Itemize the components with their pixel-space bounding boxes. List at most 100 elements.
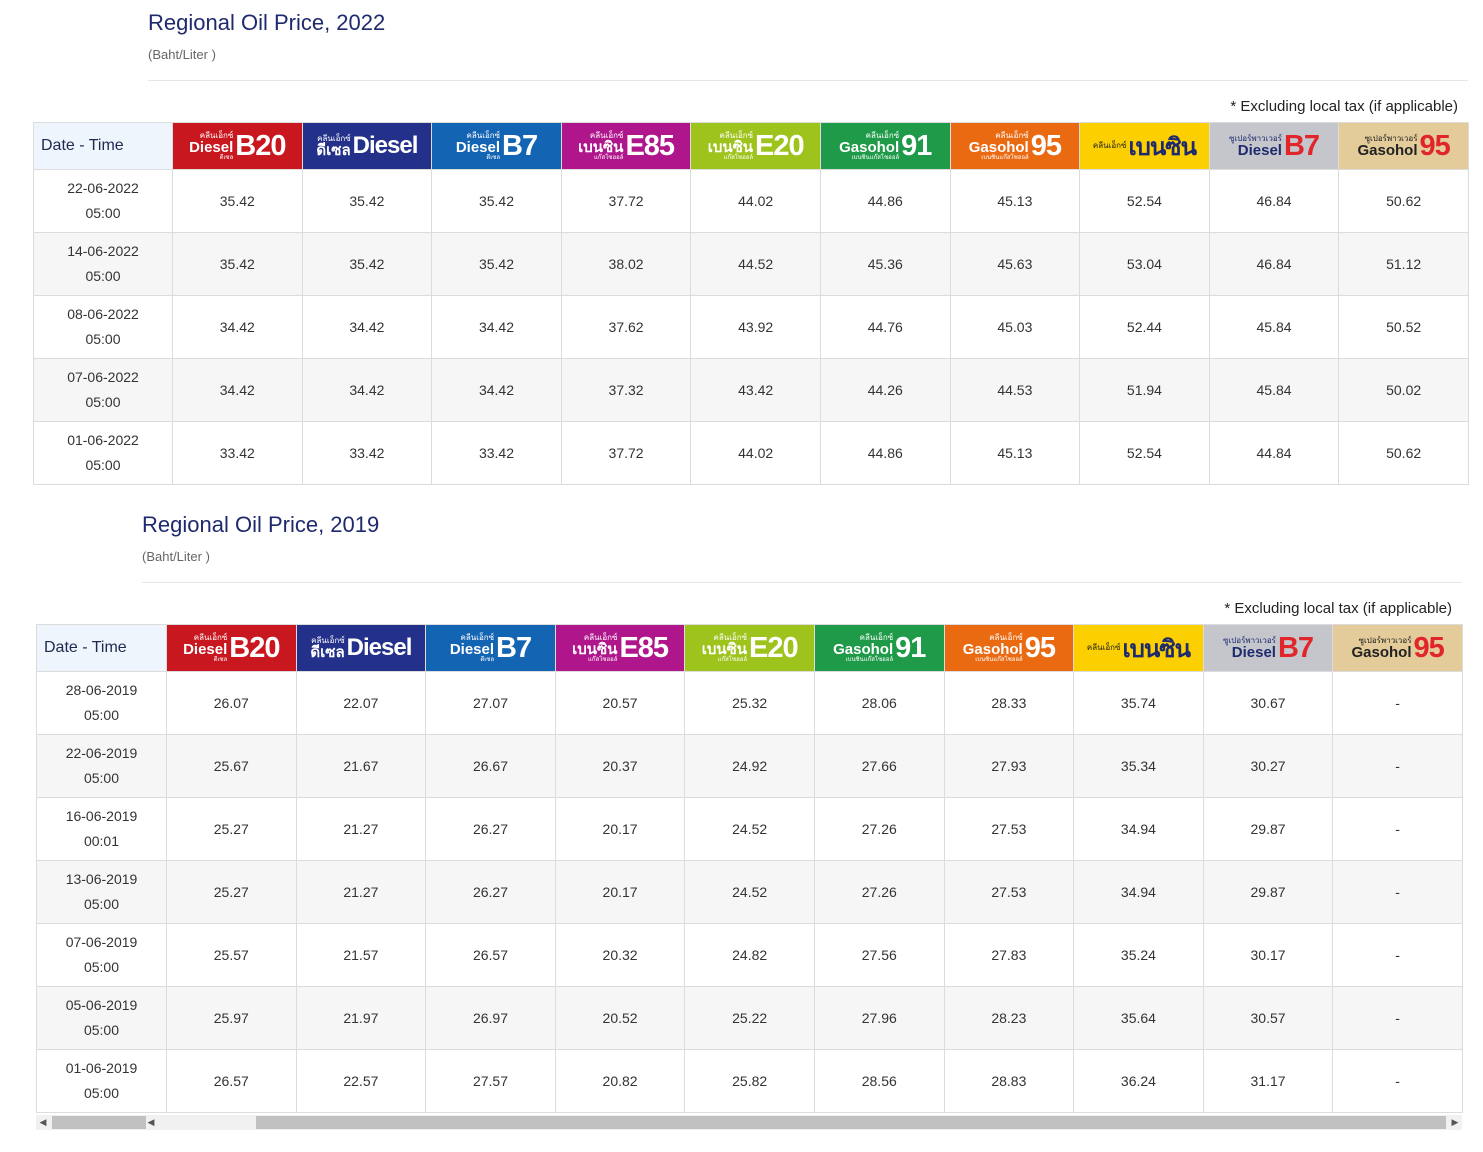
- product-logo: คลีนเอ็กซ์ เบนซิน: [1080, 123, 1209, 169]
- price-cell: 29.87: [1202, 860, 1334, 924]
- price-cell: 24.82: [684, 923, 815, 987]
- price-cell: 44.86: [819, 169, 951, 233]
- price-cell: 21.27: [295, 860, 427, 924]
- price-cell: 26.57: [425, 923, 556, 987]
- scrollbar-thumb[interactable]: [256, 1116, 1446, 1129]
- logo-sub-text: แก๊สโซฮอล์: [594, 154, 624, 161]
- horizontal-scrollbar[interactable]: ◀ ◀ ▶: [36, 1115, 1462, 1130]
- time: 05:00: [83, 959, 120, 975]
- table-row: 07-06-2019 05:00 25.57 21.57 26.57 20.32 24.82…: [36, 923, 1463, 987]
- logo-brand-text: คลีนเอ็กซ์: [317, 133, 351, 143]
- date: 01-06-2022: [67, 432, 139, 448]
- product-header: คลีนเอ็กซ์ เบนซิน: [1079, 122, 1210, 170]
- price-cell: 44.53: [949, 358, 1081, 422]
- price-cell: 34.42: [172, 295, 303, 359]
- product-logo: คลีนเอ็กซ์ เบนซิน แก๊สโซฮอล์ E20: [685, 625, 814, 671]
- logo-brand-text: คลีนเอ็กซ์: [466, 130, 501, 140]
- product-header: คลีนเอ็กซ์ เบนซิน แก๊สโซฮอล์ E85: [560, 122, 692, 170]
- date-time-cell: 28-06-2019 05:00: [36, 671, 167, 735]
- price-cell: 37.32: [560, 358, 692, 422]
- product-header: คลีนเอ็กซ์ เบนซิน แก๊สโซฮอล์ E20: [684, 624, 815, 672]
- product-header: คลีนเอ็กซ์ ดีเซล Diesel: [301, 122, 433, 170]
- table-row: 13-06-2019 05:00 25.27 21.27 26.27 20.17 24.52…: [36, 860, 1463, 924]
- price-cell: 45.36: [819, 232, 951, 296]
- time: 00:01: [83, 833, 120, 849]
- date: 22-06-2022: [67, 180, 139, 196]
- price-cell: 44.86: [819, 421, 951, 485]
- price-cell: 34.42: [431, 358, 562, 422]
- time: 05:00: [83, 1022, 120, 1038]
- time: 05:00: [83, 1085, 120, 1101]
- product-logo: คลีนเอ็กซ์ Diesel ดีเซล B20: [167, 625, 296, 671]
- price-cell: 35.42: [172, 169, 303, 233]
- logo-brand-text: ซูเปอร์พาวเวอร์: [1358, 635, 1412, 645]
- date: 07-06-2022: [67, 369, 139, 385]
- date-time-cell: 22-06-2019 05:00: [36, 734, 167, 798]
- product-logo: คลีนเอ็กซ์ Gasohol เบนซินแก๊สโซฮอล์ 91: [820, 123, 950, 169]
- logo-brand-text: คลีนเอ็กซ์: [193, 632, 228, 642]
- price-cell: 28.83: [943, 1049, 1075, 1113]
- date: 08-06-2022: [67, 306, 139, 322]
- price-cell: 20.32: [554, 923, 686, 987]
- table-row: 07-06-2022 05:00 34.42 34.42 34.42 37.32 43.42…: [33, 358, 1469, 422]
- logo-fuel-word: Diesel: [189, 138, 234, 156]
- logo-brand-text: คลีนเอ็กซ์: [995, 130, 1029, 140]
- logo-grade: 95: [1419, 129, 1451, 162]
- price-cell: 35.42: [431, 232, 562, 296]
- logo-brand-text: คลีนเอ็กซ์: [1092, 141, 1127, 150]
- price-cell: 44.26: [819, 358, 951, 422]
- price-cell: 25.57: [166, 923, 297, 987]
- product-header: คลีนเอ็กซ์ เบนซิน แก๊สโซฮอล์ E85: [554, 624, 686, 672]
- logo-grade: เบนซิน: [1128, 133, 1197, 161]
- logo-brand-text: คลีนเอ็กซ์: [859, 632, 894, 642]
- price-cell: 25.67: [166, 734, 297, 798]
- price-cell: 21.67: [295, 734, 427, 798]
- price-cell: 26.57: [166, 1049, 297, 1113]
- price-cell: 26.67: [425, 734, 556, 798]
- price-cell: 34.42: [301, 295, 433, 359]
- price-cell: 37.72: [560, 169, 692, 233]
- product-logo: คลีนเอ็กซ์ ดีเซล Diesel: [302, 123, 432, 169]
- price-cell: 45.03: [949, 295, 1081, 359]
- product-header: คลีนเอ็กซ์ Gasohol เบนซินแก๊สโซฮอล์ 91: [813, 624, 945, 672]
- date-time-cell: 13-06-2019 05:00: [36, 860, 167, 924]
- logo-sub-text: เบนซินแก๊สโซฮอล์: [851, 154, 900, 161]
- table-row: 05-06-2019 05:00 25.97 21.97 26.97 20.52 25.22…: [36, 986, 1463, 1050]
- scroll-left-arrow-icon[interactable]: ◀: [39, 1117, 47, 1127]
- logo-grade: B20: [235, 129, 286, 162]
- price-cell: 22.07: [295, 671, 427, 735]
- logo-grade: 91: [895, 631, 926, 664]
- price-cell: 35.64: [1073, 986, 1204, 1050]
- price-cell: -: [1332, 797, 1463, 861]
- price-cell: 26.27: [425, 860, 556, 924]
- date-time-header: Date - Time: [33, 122, 173, 170]
- price-cell: 30.17: [1202, 923, 1334, 987]
- scroll-right-arrow-icon[interactable]: ▶: [1451, 1117, 1459, 1127]
- product-logo: คลีนเอ็กซ์ Gasohol เบนซินแก๊สโซฮอล์ 95: [944, 625, 1074, 671]
- price-cell: 44.02: [690, 421, 821, 485]
- product-logo: ซูเปอร์พาวเวอร์ Diesel B7: [1209, 123, 1339, 169]
- logo-sub-text: เบนซินแก๊สโซฮอล์: [981, 154, 1029, 161]
- scroll-left-arrow-icon[interactable]: ◀: [147, 1117, 155, 1127]
- logo-fuel-word: Gasohol: [962, 640, 1023, 658]
- scrollbar-segment[interactable]: [52, 1116, 146, 1129]
- divider: [142, 582, 1462, 583]
- logo-brand-text: คลีนเอ็กซ์: [589, 130, 624, 140]
- time: 05:00: [83, 770, 120, 786]
- date-time-cell: 08-06-2022 05:00: [33, 295, 173, 359]
- date: 13-06-2019: [65, 871, 138, 887]
- section-title: Regional Oil Price, 2019: [142, 512, 380, 537]
- product-header: คลีนเอ็กซ์ Diesel ดีเซล B7: [431, 122, 562, 170]
- logo-sub-text: ดีเซล: [213, 656, 228, 663]
- date-time-header: Date - Time: [36, 624, 167, 672]
- price-table: Date - Time คลีนเอ็กซ์ Diesel ดีเซล B20 คลีนเ…: [36, 624, 1463, 1113]
- price-cell: -: [1332, 860, 1463, 924]
- product-logo: คลีนเอ็กซ์ Diesel ดีเซล B20: [173, 123, 302, 169]
- logo-fuel-word: Diesel: [1237, 141, 1282, 159]
- price-cell: 34.42: [172, 358, 303, 422]
- price-cell: 30.67: [1202, 671, 1334, 735]
- logo-brand-text: คลีนเอ็กซ์: [1086, 643, 1121, 652]
- time: 05:00: [85, 457, 121, 473]
- price-cell: 28.33: [943, 671, 1075, 735]
- product-header: คลีนเอ็กซ์ Diesel ดีเซล B20: [166, 624, 297, 672]
